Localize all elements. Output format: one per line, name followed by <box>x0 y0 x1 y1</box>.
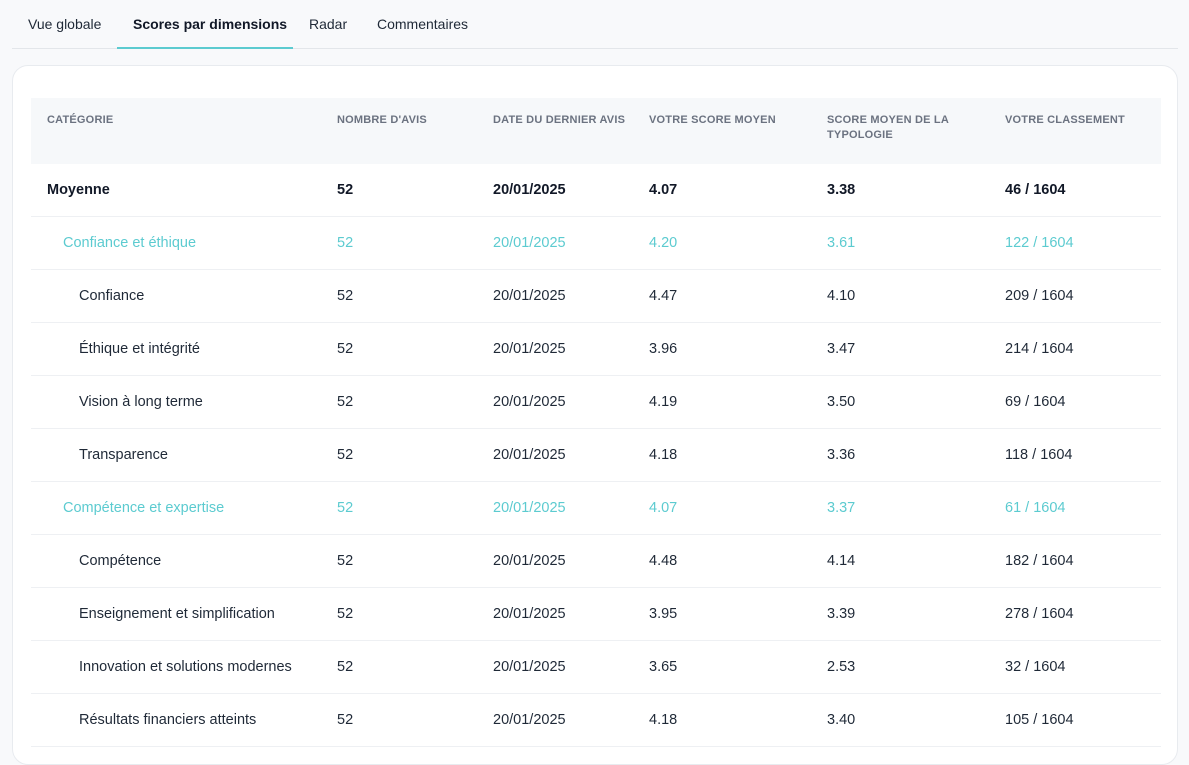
cell-classement: 61 / 1604 <box>1005 500 1066 516</box>
cell-date: 20/01/2025 <box>493 659 566 675</box>
cell-votre-score: 4.47 <box>649 288 678 304</box>
cell-date: 20/01/2025 <box>493 235 566 251</box>
cell-votre-score: 3.95 <box>649 606 678 622</box>
tab-bar: Vue globale Scores par dimensions Radar … <box>12 0 1178 49</box>
cell-score-typologie: 2.53 <box>827 659 856 675</box>
cell-date: 20/01/2025 <box>493 447 566 463</box>
cell-votre-score: 4.48 <box>649 553 678 569</box>
table-row: Éthique et intégrité 52 20/01/2025 3.96 3.47… <box>31 323 1161 376</box>
cell-classement: 209 / 1604 <box>1005 288 1074 304</box>
cell-nombre-avis: 52 <box>337 659 354 675</box>
cell-categorie: Innovation et solutions modernes <box>79 659 292 675</box>
cell-score-typologie: 3.39 <box>827 606 856 622</box>
header-date-dernier-avis: DATE DU DERNIER AVIS <box>493 114 626 126</box>
tab-scores-par-dimensions[interactable]: Scores par dimensions <box>133 16 288 32</box>
cell-categorie: Compétence <box>79 553 162 569</box>
cell-date: 20/01/2025 <box>493 182 566 198</box>
cell-score-typologie: 3.47 <box>827 341 856 357</box>
cell-categorie: Vision à long terme <box>79 394 203 410</box>
table-row: Enseignement et simplification 52 20/01/20… <box>31 588 1161 641</box>
cell-classement: 278 / 1604 <box>1005 606 1074 622</box>
table-row: Confiance 52 20/01/2025 4.47 4.10 209 / 1604 <box>31 270 1161 323</box>
cell-nombre-avis: 52 <box>337 553 354 569</box>
cell-nombre-avis: 52 <box>337 500 354 516</box>
cell-classement: 214 / 1604 <box>1005 341 1074 357</box>
cell-nombre-avis: 52 <box>337 447 354 463</box>
cell-date: 20/01/2025 <box>493 500 566 516</box>
cell-date: 20/01/2025 <box>493 288 566 304</box>
cell-categorie: Confiance <box>79 288 145 304</box>
cell-categorie: Moyenne <box>47 182 110 198</box>
cell-date: 20/01/2025 <box>493 712 566 728</box>
cell-votre-score: 3.65 <box>649 659 678 675</box>
tab-commentaires[interactable]: Commentaires <box>377 16 469 32</box>
cell-categorie: Enseignement et simplification <box>79 606 275 622</box>
cell-classement: 105 / 1604 <box>1005 712 1074 728</box>
cell-classement: 118 / 1604 <box>1005 447 1073 463</box>
cell-nombre-avis: 52 <box>337 712 354 728</box>
cell-nombre-avis: 52 <box>337 288 354 304</box>
table-header: CATÉGORIE NOMBRE D'AVIS DATE DU DERNIER … <box>31 98 1161 164</box>
table-row: Moyenne 52 20/01/2025 4.07 3.38 46 / 1604 <box>31 164 1161 217</box>
header-score-moyen-typologie: SCORE MOYEN DE LA TYPOLOGIE <box>827 114 949 141</box>
cell-classement: 32 / 1604 <box>1005 659 1066 675</box>
table-row: Compétence 52 20/01/2025 4.48 4.14 182 / 1604 <box>31 535 1161 588</box>
header-votre-classement: VOTRE CLASSEMENT <box>1005 114 1125 126</box>
cell-score-typologie: 3.61 <box>827 235 856 251</box>
cell-votre-score: 4.18 <box>649 712 678 728</box>
cell-votre-score: 3.96 <box>649 341 678 357</box>
cell-classement: 182 / 1604 <box>1005 553 1074 569</box>
cell-votre-score: 4.07 <box>649 500 678 516</box>
cell-categorie: Résultats financiers atteints <box>79 712 257 728</box>
header-categorie: CATÉGORIE <box>47 114 114 126</box>
cell-score-typologie: 3.36 <box>827 447 856 463</box>
cell-score-typologie: 4.14 <box>827 553 856 569</box>
cell-categorie: Compétence et expertise <box>63 500 225 516</box>
table-row: Transparence 52 20/01/2025 4.18 3.36 118 / 16… <box>31 429 1161 482</box>
table-row: Innovation et solutions modernes 52 20/01/… <box>31 641 1161 694</box>
cell-nombre-avis: 52 <box>337 341 354 357</box>
cell-votre-score: 4.18 <box>649 447 678 463</box>
cell-date: 20/01/2025 <box>493 553 566 569</box>
cell-categorie: Transparence <box>79 447 168 463</box>
active-tab-indicator <box>117 47 293 49</box>
cell-classement: 122 / 1604 <box>1005 235 1074 251</box>
cell-nombre-avis: 52 <box>337 235 354 251</box>
cell-score-typologie: 3.37 <box>827 500 856 516</box>
cell-votre-score: 4.20 <box>649 235 678 251</box>
table-row: Compétence et expertise 52 20/01/2025 4.07 3… <box>31 482 1161 535</box>
cell-date: 20/01/2025 <box>493 606 566 622</box>
scores-table: CATÉGORIE NOMBRE D'AVIS DATE DU DERNIER … <box>31 98 1161 747</box>
cell-score-typologie: 3.50 <box>827 394 856 410</box>
cell-date: 20/01/2025 <box>493 394 566 410</box>
cell-nombre-avis: 52 <box>337 606 354 622</box>
cell-score-typologie: 3.38 <box>827 182 856 198</box>
header-nombre-avis: NOMBRE D'AVIS <box>337 114 427 126</box>
table-body: Moyenne 52 20/01/2025 4.07 3.38 46 / 1604 Conf… <box>31 164 1161 747</box>
cell-score-typologie: 3.40 <box>827 712 856 728</box>
tab-radar[interactable]: Radar <box>309 16 348 32</box>
cell-votre-score: 4.19 <box>649 394 678 410</box>
cell-nombre-avis: 52 <box>337 182 354 198</box>
scores-card: CATÉGORIE NOMBRE D'AVIS DATE DU DERNIER … <box>12 65 1178 765</box>
table-row: Confiance et éthique 52 20/01/2025 4.20 3.61… <box>31 217 1161 270</box>
cell-classement: 69 / 1604 <box>1005 394 1066 410</box>
cell-categorie: Éthique et intégrité <box>79 341 200 357</box>
tab-vue-globale[interactable]: Vue globale <box>28 16 102 32</box>
cell-score-typologie: 4.10 <box>827 288 856 304</box>
cell-categorie: Confiance et éthique <box>63 235 197 251</box>
cell-date: 20/01/2025 <box>493 341 566 357</box>
header-votre-score-moyen: VOTRE SCORE MOYEN <box>649 114 776 126</box>
table-row: Résultats financiers atteints 52 20/01/202… <box>31 694 1161 747</box>
cell-votre-score: 4.07 <box>649 182 678 198</box>
table-row: Vision à long terme 52 20/01/2025 4.19 3.50 6… <box>31 376 1161 429</box>
cell-nombre-avis: 52 <box>337 394 354 410</box>
cell-classement: 46 / 1604 <box>1005 182 1066 198</box>
